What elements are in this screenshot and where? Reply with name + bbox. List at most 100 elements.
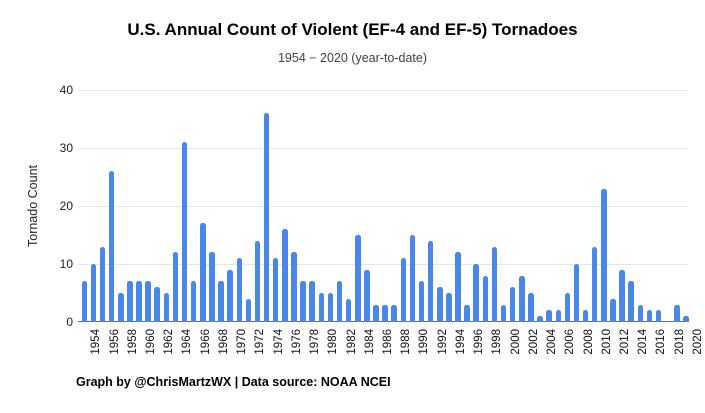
bar-1984: [355, 235, 361, 322]
x-tick-label: 1976: [290, 329, 303, 355]
bar-1981: [327, 293, 334, 322]
x-tick-label: 1994: [454, 329, 467, 355]
bar-1989: [400, 258, 407, 322]
x-tick-label: 1968: [217, 329, 230, 355]
x-tick-label: 1958: [126, 329, 139, 355]
x-tick-label: 1998: [491, 329, 504, 355]
bar-1975: [272, 258, 279, 322]
x-tick-label: 1978: [309, 329, 322, 355]
bar-1999: [491, 246, 498, 322]
bar-1957: [108, 171, 115, 322]
x-tick-label: 1970: [236, 329, 249, 355]
x-tick-label: 1966: [199, 329, 212, 355]
bar-1995: [455, 252, 461, 322]
bar-2011: [601, 188, 607, 322]
gridline: [78, 90, 688, 91]
bar-1967: [200, 223, 206, 322]
bar-1974: [263, 113, 270, 322]
x-tick-label: 2002: [527, 329, 540, 355]
bar-1965: [181, 142, 188, 322]
bar-2008: [573, 264, 580, 322]
bar-1978: [300, 281, 306, 322]
bar-1994: [446, 293, 452, 322]
bar-1964: [172, 252, 179, 322]
x-tick-label: 1992: [436, 329, 449, 355]
bar-1963: [163, 293, 170, 322]
x-tick-label: 1972: [254, 329, 267, 355]
bar-1987: [382, 304, 388, 322]
x-tick-label: 2018: [673, 329, 686, 355]
bar-1986: [373, 304, 379, 322]
y-tick-label: 40: [59, 82, 73, 97]
bar-1985: [364, 269, 370, 322]
x-tick-label: 1962: [163, 329, 176, 355]
bar-1973: [254, 240, 261, 322]
x-tick-label: 2000: [509, 329, 522, 355]
x-tick-label: 1982: [345, 329, 358, 355]
bar-2003: [528, 293, 534, 322]
bar-1982: [336, 281, 343, 322]
bar-2019: [674, 304, 680, 322]
bar-1962: [154, 287, 160, 322]
x-tick-label: 1964: [181, 329, 194, 355]
gridline: [78, 206, 688, 207]
x-tick-label: 2010: [600, 329, 613, 355]
bar-2006: [555, 310, 562, 322]
plot-area: [78, 90, 689, 322]
x-tick-label: 1986: [381, 329, 394, 355]
bar-2010: [591, 246, 598, 322]
bar-2016: [646, 310, 653, 322]
bar-2001: [509, 287, 516, 322]
x-tick-label: 1974: [272, 329, 285, 355]
y-tick-label: 0: [66, 314, 73, 329]
chart-title: U.S. Annual Count of Violent (EF-4 and E…: [127, 20, 578, 39]
x-tick-label: 1954: [90, 329, 103, 355]
x-tick-label: 1988: [400, 329, 413, 355]
x-tick-label: 1956: [108, 329, 121, 355]
x-tick-label: 2016: [655, 329, 668, 355]
bar-1971: [236, 258, 242, 322]
x-tick-label: 2008: [582, 329, 595, 355]
bar-2020: [683, 316, 689, 322]
bar-1983: [345, 298, 352, 322]
bar-2002: [519, 275, 525, 322]
gridline: [78, 264, 688, 265]
bar-1959: [127, 281, 133, 322]
bar-2013: [619, 269, 625, 322]
x-tick-label: 1996: [473, 329, 486, 355]
x-tick-label: 2006: [564, 329, 577, 355]
x-tick-label: 1990: [418, 329, 431, 355]
bar-2004: [537, 316, 543, 322]
x-tick-label: 2014: [637, 329, 650, 355]
bar-1966: [190, 281, 197, 322]
y-tick-label: 20: [59, 198, 73, 213]
bar-1968: [209, 252, 215, 322]
x-tick-label: 1960: [144, 329, 157, 355]
bar-1977: [291, 252, 297, 322]
bar-1980: [318, 293, 325, 322]
bar-1960: [136, 281, 142, 322]
y-tick-label: 30: [59, 140, 73, 155]
bar-1997: [473, 264, 479, 322]
x-tick-label: 1984: [363, 329, 376, 355]
bar-1955: [90, 264, 97, 322]
bar-2009: [582, 310, 589, 322]
y-axis-title: Tornado Count: [26, 164, 40, 248]
bar-1970: [227, 269, 233, 322]
y-tick-label: 10: [59, 256, 73, 271]
bar-1954: [81, 281, 88, 322]
bar-2005: [546, 310, 552, 322]
x-tick-label: 2012: [618, 329, 631, 355]
bar-1998: [482, 275, 489, 322]
bar-1969: [218, 281, 224, 322]
bar-1996: [464, 304, 470, 322]
bar-1961: [145, 281, 151, 322]
bar-1958: [118, 293, 124, 322]
x-tick-label: 2020: [691, 329, 704, 355]
bar-2000: [500, 304, 507, 322]
bar-1956: [99, 246, 106, 322]
bar-1976: [282, 229, 288, 322]
bar-2014: [628, 281, 634, 322]
bar-1972: [245, 298, 252, 322]
